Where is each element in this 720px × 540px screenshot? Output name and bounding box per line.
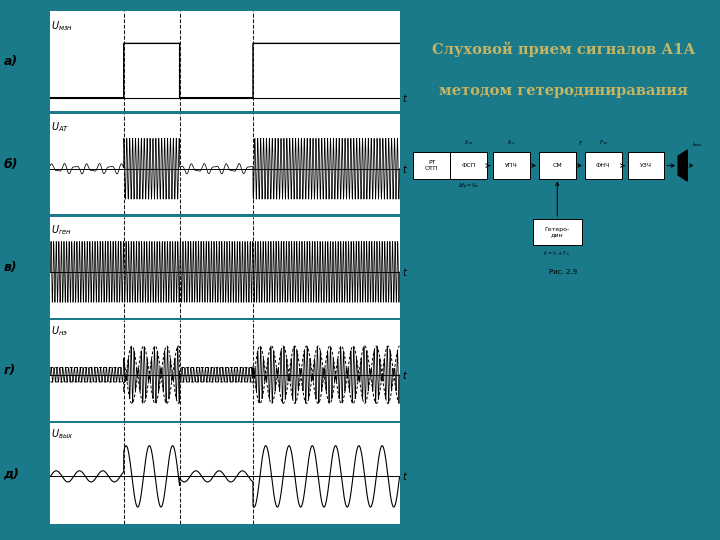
Bar (628, 152, 665, 179)
Text: б): б) (4, 158, 18, 171)
Text: $f_{пч}$: $f_{пч}$ (507, 138, 516, 146)
Text: $U_{нэ}$: $U_{нэ}$ (51, 325, 68, 339)
Text: Слуховой прием сигналов А1А: Слуховой прием сигналов А1А (432, 42, 695, 57)
Text: $t$: $t$ (402, 470, 408, 482)
Text: $\Delta f_\phi = V_{ш}$: $\Delta f_\phi = V_{ш}$ (458, 182, 480, 192)
Bar (413, 152, 450, 179)
Text: Рис. 2.9: Рис. 2.9 (549, 269, 577, 275)
Text: $t$: $t$ (402, 92, 408, 104)
Text: д): д) (4, 467, 19, 480)
Text: ФНЧ: ФНЧ (596, 163, 611, 168)
Text: а): а) (4, 55, 18, 68)
Text: УЗЧ: УЗЧ (640, 163, 652, 168)
Polygon shape (678, 150, 688, 181)
Bar (585, 152, 621, 179)
Bar (493, 152, 530, 179)
Text: $f_{пм}$: $f_{пм}$ (464, 138, 473, 146)
Text: методом гетеродиниравания: методом гетеродиниравания (439, 84, 688, 98)
Bar (450, 152, 487, 179)
Text: $F_{зч}$: $F_{зч}$ (598, 138, 608, 146)
Text: $U_{вых}$: $U_{вых}$ (51, 427, 73, 441)
Bar (533, 219, 582, 245)
Bar (539, 152, 576, 179)
Text: УПЧ: УПЧ (505, 163, 518, 168)
Text: $t$: $t$ (402, 163, 408, 175)
Text: Гетеро-
дин: Гетеро- дин (544, 227, 570, 238)
Text: ФСП: ФСП (462, 163, 476, 168)
Text: $U_{АТ}$: $U_{АТ}$ (51, 120, 69, 134)
Text: $F$: $F$ (577, 139, 583, 146)
Text: $t$: $t$ (402, 369, 408, 381)
Text: $f_г = f_с + F_{зч}$: $f_г = f_с + F_{зч}$ (544, 248, 571, 258)
Text: г): г) (4, 364, 16, 377)
Text: СМ: СМ (552, 163, 562, 168)
Text: $U_{ген}$: $U_{ген}$ (51, 223, 72, 237)
Text: $I_{вых}$: $I_{вых}$ (693, 140, 703, 150)
Text: $t$: $t$ (402, 266, 408, 278)
Text: в): в) (4, 261, 17, 274)
Text: РТ
ОТП: РТ ОТП (425, 160, 438, 171)
Text: $U_{мзн}$: $U_{мзн}$ (51, 19, 73, 33)
